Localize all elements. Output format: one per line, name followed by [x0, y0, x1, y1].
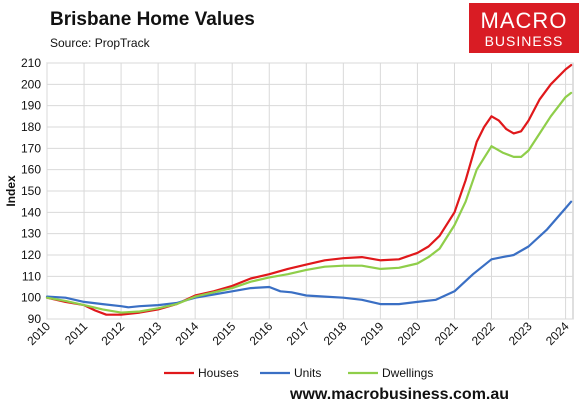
legend-label-houses: Houses: [198, 366, 239, 380]
x-tick-label: 2020: [395, 319, 424, 348]
series-line-units: [45, 200, 573, 309]
y-tick-label: 210: [21, 56, 41, 70]
chart-legend: Houses Units Dwellings: [164, 366, 433, 380]
x-tick-label: 2014: [173, 319, 202, 348]
y-tick-label: 130: [21, 227, 41, 241]
x-tick-label: 2015: [210, 319, 239, 348]
y-tick-label: 160: [21, 163, 41, 177]
y-tick-label: 120: [21, 248, 41, 262]
y-tick-label: 170: [21, 141, 41, 155]
logo-line1: MACRO: [480, 8, 568, 33]
y-tick-label: 190: [21, 99, 41, 113]
logo-line2: BUSINESS: [484, 33, 564, 49]
y-tick-label: 140: [21, 205, 41, 219]
x-tick-label: 2017: [284, 319, 313, 348]
x-tick-label: 2021: [432, 319, 461, 348]
x-tick-label: 2018: [321, 319, 350, 348]
x-tick-labels: 2010 2011 2012 2013 2014 2015 2016 2017 2018 2019…: [24, 319, 572, 348]
legend-label-dwellings: Dwellings: [382, 366, 433, 380]
y-tick-label: 110: [22, 269, 41, 283]
y-tick-label: 180: [21, 120, 41, 134]
x-tick-label: 2012: [98, 319, 127, 348]
chart-title: Brisbane Home Values: [50, 9, 255, 30]
legend-label-units: Units: [294, 366, 321, 380]
x-tick-label: 2023: [506, 319, 535, 348]
x-tick-label: 2022: [469, 319, 498, 348]
y-tick-labels: 90 100 110 120 130 140 150 160 170 180 190 200 210: [21, 56, 41, 326]
y-tick-label: 100: [21, 291, 41, 305]
chart-grid: [46, 62, 574, 320]
y-tick-label: 200: [21, 77, 41, 91]
chart-source: Source: PropTrack: [50, 36, 150, 50]
x-tick-label: 2019: [358, 319, 387, 348]
y-tick-label: 150: [21, 184, 41, 198]
x-tick-label: 2016: [247, 319, 276, 348]
chart-series: [45, 63, 573, 316]
x-tick-label: 2024: [543, 319, 572, 348]
y-tick-label: 90: [28, 312, 42, 326]
series-line-dwellings: [45, 91, 573, 314]
x-tick-label: 2011: [62, 319, 90, 347]
website-url: www.macrobusiness.com.au: [290, 386, 510, 403]
y-axis-label: Index: [4, 175, 18, 207]
x-tick-label: 2013: [135, 319, 164, 348]
macrobusiness-logo: MACRO BUSINESS: [469, 3, 579, 53]
